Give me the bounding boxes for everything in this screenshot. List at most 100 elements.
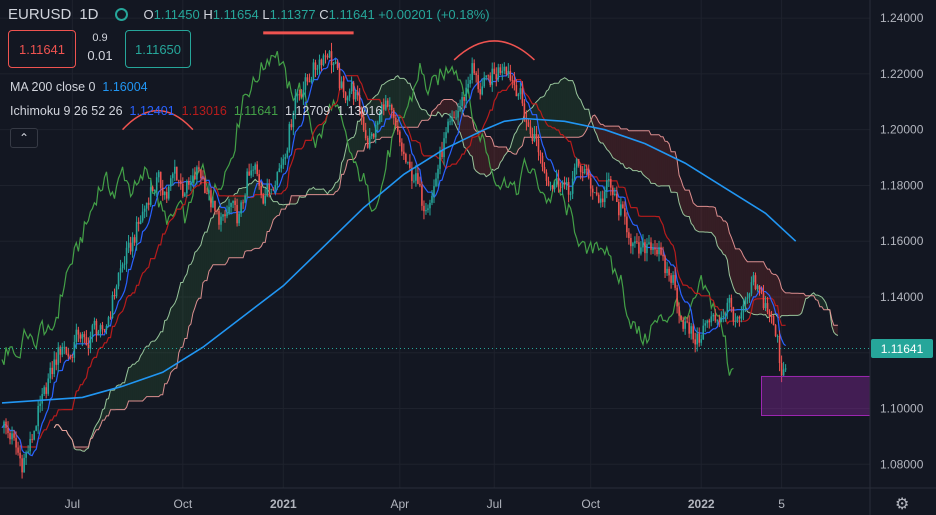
candle-body xyxy=(656,249,658,255)
cloud-segment xyxy=(357,121,360,152)
spread-display: 0.9 0.01 xyxy=(82,30,118,64)
cloud-segment xyxy=(743,255,746,307)
cloud-segment xyxy=(399,78,402,128)
candle-body xyxy=(218,211,220,225)
candle-body xyxy=(421,185,423,206)
candle-body xyxy=(71,357,74,358)
cloud-segment xyxy=(233,193,236,258)
cloud-segment xyxy=(554,83,557,138)
candle-body xyxy=(451,116,453,122)
cloud-segment xyxy=(267,189,270,232)
cloud-segment xyxy=(584,109,587,133)
symbol-name[interactable]: EURUSD xyxy=(8,6,72,23)
candle-body xyxy=(278,168,281,173)
candle-body xyxy=(575,159,578,168)
candle-body xyxy=(662,254,664,257)
cloud-segment xyxy=(112,390,115,410)
cloud-segment xyxy=(659,134,662,187)
candle-body xyxy=(684,321,686,329)
candle-body xyxy=(87,344,90,349)
cloud-segment xyxy=(102,408,105,421)
buy-button[interactable]: 1.11650 xyxy=(125,30,191,68)
gear-icon[interactable]: ⚙ xyxy=(895,496,910,513)
candle-body xyxy=(449,121,451,123)
cloud-segment xyxy=(799,293,802,315)
candle-body xyxy=(388,104,391,107)
cloud-segment xyxy=(496,146,499,169)
candle-body xyxy=(479,89,482,95)
cloud-segment xyxy=(184,273,187,339)
candle-body xyxy=(157,171,160,178)
ichimoku-kijun-value: 1.13016 xyxy=(181,104,227,118)
cloud-segment xyxy=(630,130,633,171)
candle-body xyxy=(286,150,289,158)
candle-body xyxy=(571,178,574,194)
candle-body xyxy=(523,103,526,118)
candle-body xyxy=(232,200,234,203)
ichimoku-legend[interactable]: Ichimoku 9 26 52 26 1.12401 1.13016 1.11… xyxy=(10,104,382,118)
candle-body xyxy=(726,302,729,314)
candle-body xyxy=(622,204,624,209)
candle-body xyxy=(686,321,688,323)
candle-body xyxy=(692,326,694,340)
candle-body xyxy=(497,67,500,80)
interval-label[interactable]: 1D xyxy=(79,6,99,23)
y-tick-label: 1.18000 xyxy=(880,178,924,192)
cloud-segment xyxy=(110,390,113,410)
cloud-segment xyxy=(476,131,479,173)
cloud-segment xyxy=(98,417,101,430)
candle-body xyxy=(266,184,269,196)
time-axis[interactable]: Jul Oct 2021 Apr Jul Oct 2022 5 xyxy=(0,487,936,511)
x-tick-label: 5 xyxy=(778,497,785,511)
cloud-segment xyxy=(78,447,81,450)
candle-body xyxy=(543,166,546,173)
cloud-segment xyxy=(661,136,664,186)
collapse-legend-button[interactable]: ⌃ xyxy=(10,128,38,148)
cloud-segment xyxy=(604,126,607,150)
cloud-segment xyxy=(783,291,786,316)
market-status-icon xyxy=(114,8,128,22)
candle-body xyxy=(545,172,548,181)
candle-body xyxy=(505,66,508,75)
candle-body xyxy=(507,70,510,75)
candle-body xyxy=(129,242,132,252)
candle-body xyxy=(437,168,439,179)
candle-body xyxy=(401,142,403,152)
cloud-segment xyxy=(419,107,422,124)
candle-body xyxy=(216,210,218,212)
cloud-segment xyxy=(178,282,181,353)
cloud-segment xyxy=(739,248,742,297)
candle-body xyxy=(403,151,405,154)
candle-body xyxy=(23,457,25,473)
candle-body xyxy=(585,168,588,170)
candle-body xyxy=(143,208,146,212)
candle-body xyxy=(467,83,469,88)
candle-body xyxy=(565,182,568,185)
cloud-segment xyxy=(514,131,517,155)
ma-legend[interactable]: MA 200 close 0 1.16004 xyxy=(10,80,148,94)
candle-body xyxy=(439,150,441,169)
cloud-segment xyxy=(343,150,346,175)
candle-body xyxy=(360,110,363,117)
candle-body xyxy=(322,55,325,66)
candle-body xyxy=(254,164,256,170)
cloud-segment xyxy=(142,348,145,402)
candle-body xyxy=(338,68,341,89)
candle-body xyxy=(429,202,431,209)
y-tick-label: 1.08000 xyxy=(880,457,924,471)
sell-button[interactable]: 1.11641 xyxy=(8,30,76,68)
candle-body xyxy=(262,194,265,204)
cloud-segment xyxy=(646,130,649,180)
candle-body xyxy=(774,325,777,337)
candle-body xyxy=(167,186,170,199)
y-tick-label: 1.24000 xyxy=(880,11,924,25)
candle-body xyxy=(304,77,307,90)
cloud-segment xyxy=(415,98,418,128)
cloud-segment xyxy=(259,181,262,249)
candle-body xyxy=(163,191,166,196)
candle-body xyxy=(89,336,92,349)
candle-body xyxy=(521,88,524,104)
cloud-segment xyxy=(120,382,123,410)
symbol-legend: EURUSD 1D O1.11450 H1.11654 L1.11377 C1.11… xyxy=(8,6,490,23)
